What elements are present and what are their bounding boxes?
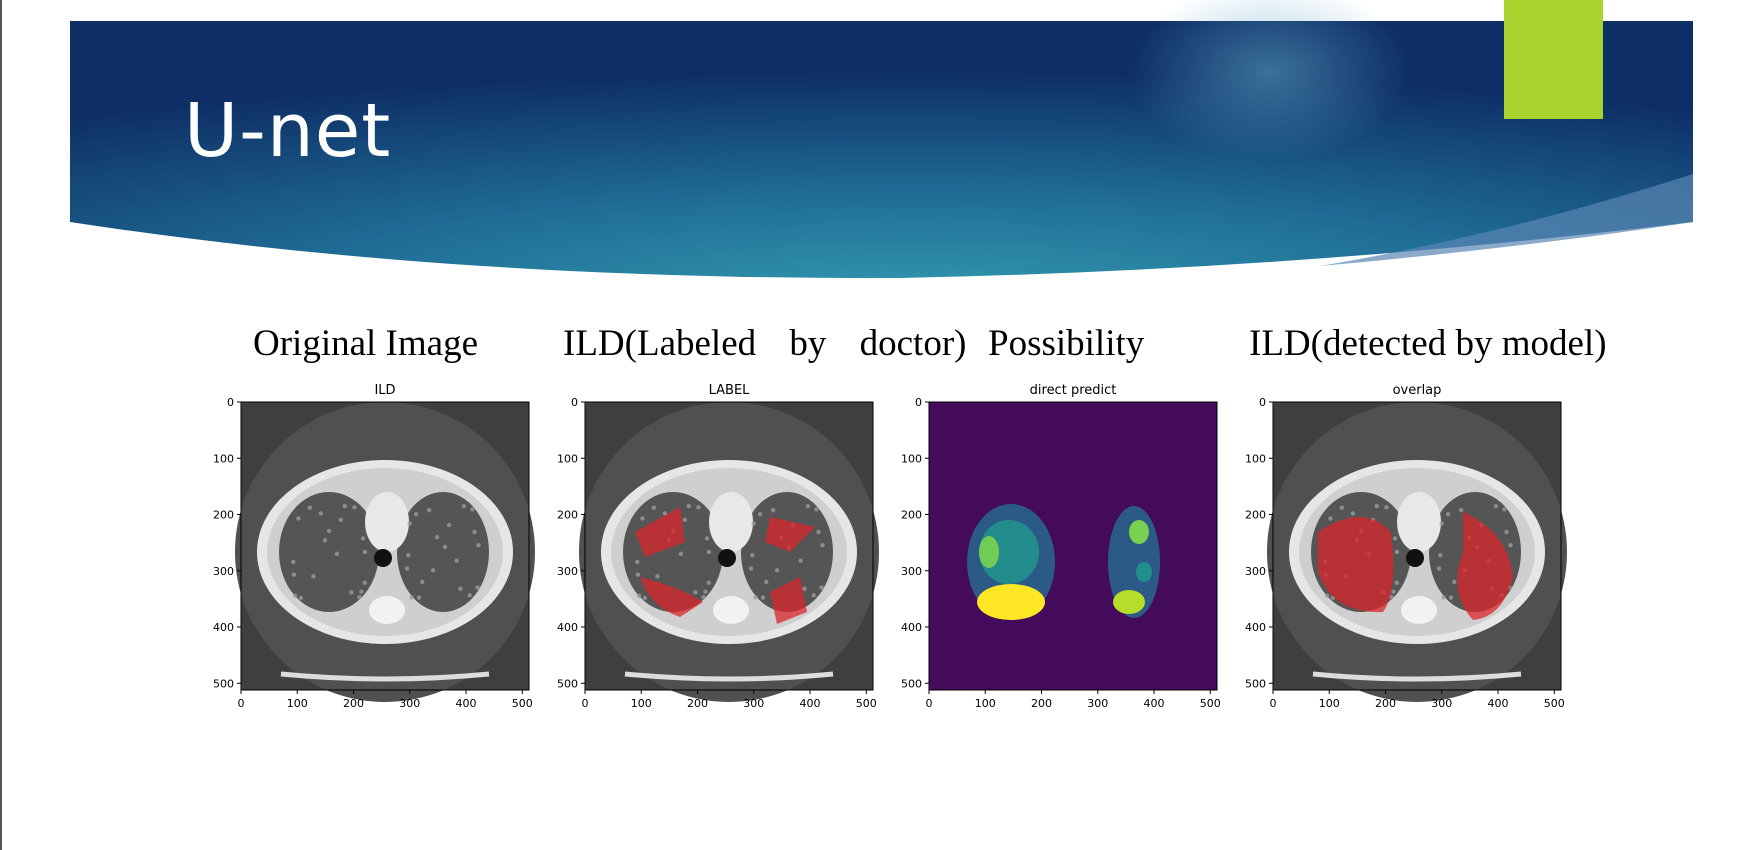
- heading-original-image: Original Image: [253, 323, 478, 364]
- x-tick-label: 100: [1319, 697, 1340, 710]
- plot-svg: direct predict 0 100 200 300 400 500 0 100 200 300…: [901, 383, 1221, 710]
- panel-heatmap: direct predict 0 100 200 300 400 500 0 100 200 300…: [893, 380, 1223, 716]
- x-tick-label: 500: [1544, 697, 1565, 710]
- heatmap-image: [929, 402, 1217, 690]
- plot-svg: overlap 0 100 200 300 400 500 0 100 200 300 400 500: [1245, 383, 1567, 710]
- y-tick-label: 200: [901, 509, 922, 522]
- y-tick-label: 0: [915, 396, 922, 409]
- x-tick-label: 0: [1270, 697, 1277, 710]
- x-tick-label: 400: [1144, 697, 1165, 710]
- y-tick-label: 300: [901, 565, 922, 578]
- x-tick-label: 500: [856, 697, 877, 710]
- y-tick-label: 200: [213, 509, 234, 522]
- y-tick-label: 300: [557, 565, 578, 578]
- heading-label: ILD(Labeled by doctor): [563, 323, 967, 364]
- plot-svg: ILD 0 100 200 300 400 500 0 100 200 300 400 500: [213, 383, 535, 710]
- y-tick-label: 400: [213, 621, 234, 634]
- x-tick-label: 0: [582, 697, 589, 710]
- label-image: [579, 402, 879, 702]
- plot-title: overlap: [1393, 383, 1442, 398]
- x-tick-label: 400: [456, 697, 477, 710]
- y-tick-label: 500: [901, 677, 922, 690]
- x-tick-label: 300: [743, 697, 764, 710]
- x-tick-label: 0: [238, 697, 245, 710]
- y-tick-label: 200: [557, 509, 578, 522]
- x-tick-label: 200: [1031, 697, 1052, 710]
- y-tick-label: 100: [557, 452, 578, 465]
- panel-original: ILD 0 100 200 300 400 500 0 100 200 300 400 500: [205, 380, 535, 716]
- plot-svg: LABEL 0 100 200 300 400 500 0 100 200 300 400 500: [557, 383, 879, 710]
- x-tick-label: 300: [399, 697, 420, 710]
- x-tick-label: 100: [287, 697, 308, 710]
- y-tick-label: 200: [1245, 509, 1266, 522]
- y-tick-label: 500: [557, 677, 578, 690]
- x-tick-label: 500: [512, 697, 533, 710]
- x-tick-label: 100: [631, 697, 652, 710]
- y-tick-label: 300: [213, 565, 234, 578]
- x-tick-label: 400: [800, 697, 821, 710]
- title-banner: [70, 0, 1693, 279]
- y-tick-label: 100: [213, 452, 234, 465]
- y-tick-label: 500: [1245, 677, 1266, 690]
- panel-label: LABEL 0 100 200 300 400 500 0 100 200 300 400 500: [549, 380, 879, 716]
- accent-box: [1504, 0, 1603, 119]
- x-tick-label: 400: [1488, 697, 1509, 710]
- y-tick-label: 400: [1245, 621, 1266, 634]
- plot-title: ILD: [374, 383, 395, 398]
- y-tick-label: 400: [901, 621, 922, 634]
- y-tick-label: 500: [213, 677, 234, 690]
- y-tick-label: 300: [1245, 565, 1266, 578]
- y-tick-label: 400: [557, 621, 578, 634]
- slide-title: U-net: [184, 88, 392, 174]
- y-tick-label: 100: [901, 452, 922, 465]
- ct-image: [235, 402, 535, 702]
- x-tick-label: 300: [1087, 697, 1108, 710]
- plot-title: direct predict: [1030, 383, 1117, 398]
- x-tick-label: 0: [926, 697, 933, 710]
- x-tick-label: 200: [687, 697, 708, 710]
- window-edge: [0, 0, 2, 850]
- x-tick-label: 500: [1200, 697, 1221, 710]
- y-tick-label: 0: [227, 396, 234, 409]
- y-tick-label: 0: [571, 396, 578, 409]
- x-tick-label: 100: [975, 697, 996, 710]
- y-tick-label: 100: [1245, 452, 1266, 465]
- x-tick-label: 200: [1375, 697, 1396, 710]
- overlap-image: [1267, 402, 1567, 702]
- y-tick-label: 0: [1259, 396, 1266, 409]
- x-tick-label: 300: [1431, 697, 1452, 710]
- x-tick-label: 200: [343, 697, 364, 710]
- panel-overlap: overlap 0 100 200 300 400 500 0 100 200 300 400 500: [1237, 380, 1567, 716]
- heading-possibility: Possibility: [988, 323, 1145, 364]
- heading-detected: ILD(detected by model): [1249, 323, 1607, 364]
- plot-title: LABEL: [709, 383, 751, 398]
